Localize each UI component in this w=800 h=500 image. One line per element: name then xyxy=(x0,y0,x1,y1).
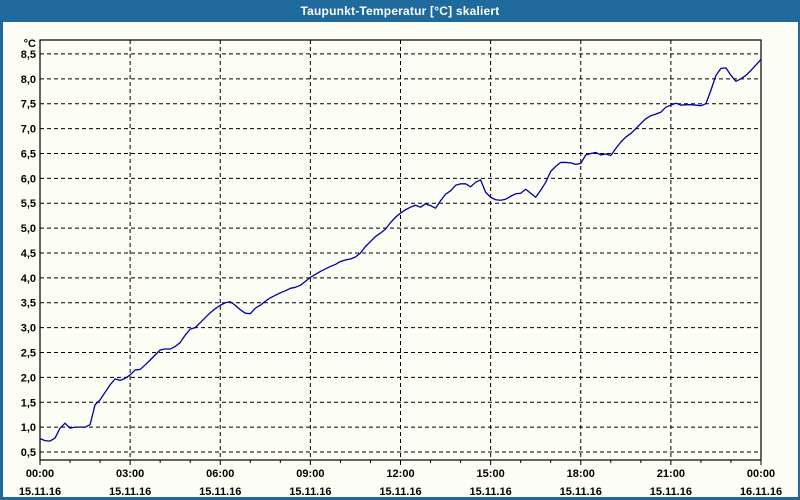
x-tick-label: 21:00 xyxy=(657,468,685,480)
chart-panel: 8,5 8,0 7,5 7,0 6,5 6,0 5,5 5,0 4,5 4,0 3,5 3,0 2,5 2… xyxy=(3,22,798,497)
x-tick-label: 12:00 xyxy=(386,468,414,480)
y-tick-label: 6,0 xyxy=(21,173,36,185)
y-tick-label: 2,0 xyxy=(21,372,36,384)
x-date-label: 15.11.16 xyxy=(109,486,151,497)
x-tick-label: 15:00 xyxy=(477,468,505,480)
y-tick-label: 1,5 xyxy=(21,397,36,409)
y-tick-label: 2,5 xyxy=(21,348,36,360)
x-date-label: 15.11.16 xyxy=(560,486,602,497)
x-date-label: 15.11.16 xyxy=(470,486,512,497)
y-tick-label: 1,0 xyxy=(21,422,36,434)
y-tick-label: 3,0 xyxy=(21,323,36,335)
y-tick-label: 7,5 xyxy=(21,99,36,111)
x-date-label: 15.11.16 xyxy=(289,486,331,497)
x-date-label: 16.11.16 xyxy=(740,486,782,497)
y-axis-unit-label: °C xyxy=(24,38,36,50)
x-tick-label: 09:00 xyxy=(296,468,324,480)
window-title: Taupunkt-Temperatur [°C] skaliert xyxy=(300,4,500,18)
x-tick-label: 00:00 xyxy=(26,468,54,480)
y-tick-label: 4,5 xyxy=(21,248,36,260)
x-date-label: 15.11.16 xyxy=(199,486,241,497)
x-tick-label: 06:00 xyxy=(206,468,234,480)
y-tick-label: 5,0 xyxy=(21,223,36,235)
y-tick-label: 7,0 xyxy=(21,124,36,136)
y-tick-label: 8,5 xyxy=(21,49,36,61)
y-tick-label: 6,5 xyxy=(21,148,36,160)
y-tick-label: 3,5 xyxy=(21,298,36,310)
x-date-label: 15.11.16 xyxy=(650,486,692,497)
x-tick-label: 18:00 xyxy=(567,468,595,480)
dewpoint-line-chart: 8,5 8,0 7,5 7,0 6,5 6,0 5,5 5,0 4,5 4,0 3,5 3,0 2,5 2… xyxy=(19,38,782,497)
series-line xyxy=(39,58,762,442)
y-tick-label: 5,5 xyxy=(21,198,36,210)
x-date-label: 15.11.16 xyxy=(379,486,421,497)
x-tick-label: 00:00 xyxy=(747,468,775,480)
y-tick-label: 8,0 xyxy=(21,74,36,86)
x-date-label: 15.11.16 xyxy=(19,486,61,497)
title-bar: Taupunkt-Temperatur [°C] skaliert xyxy=(0,0,800,22)
y-tick-label: 0,5 xyxy=(21,447,36,459)
x-tick-label: 03:00 xyxy=(116,468,144,480)
y-tick-label: 4,0 xyxy=(21,273,36,285)
